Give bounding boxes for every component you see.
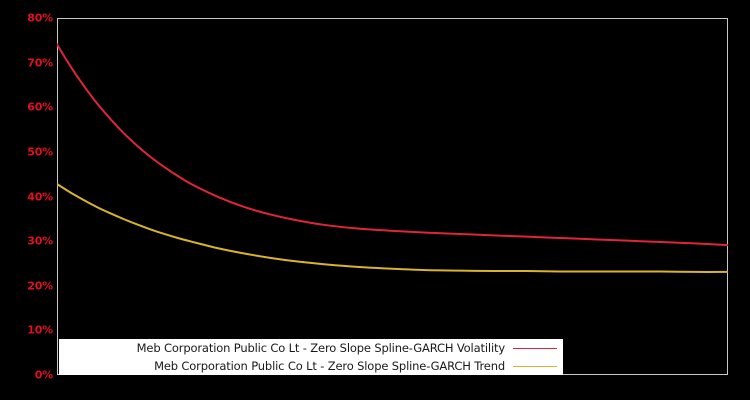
legend-label-volatility: Meb Corporation Public Co Lt - Zero Slop… (136, 341, 506, 355)
legend-entry-volatility: Meb Corporation Public Co Lt - Zero Slop… (59, 339, 563, 357)
y-tick-label: 80% (27, 11, 53, 25)
plot-frame (57, 18, 728, 375)
legend-label-trend: Meb Corporation Public Co Lt - Zero Slop… (154, 359, 505, 373)
y-tick-label: 10% (27, 323, 53, 337)
y-tick-label: 50% (27, 145, 53, 159)
y-tick-label: 60% (27, 100, 53, 114)
y-axis: 0% 10% 20% 30% 40% 50% 60% 70% 80% (0, 0, 53, 400)
y-tick-label: 70% (27, 56, 53, 70)
series-line-volatility (57, 43, 728, 247)
y-tick-label: 40% (27, 190, 53, 203)
legend-swatch-trend (513, 365, 557, 367)
plot-area (57, 43, 728, 273)
series-line-trend (57, 183, 728, 273)
y-tick-label: 30% (27, 234, 53, 248)
y-tick-label: 0% (34, 368, 53, 382)
legend-entry-trend: Meb Corporation Public Co Lt - Zero Slop… (59, 357, 563, 375)
legend: Meb Corporation Public Co Lt - Zero Slop… (59, 339, 563, 375)
legend-swatch-volatility (513, 347, 557, 349)
y-tick-label: 20% (27, 279, 53, 293)
